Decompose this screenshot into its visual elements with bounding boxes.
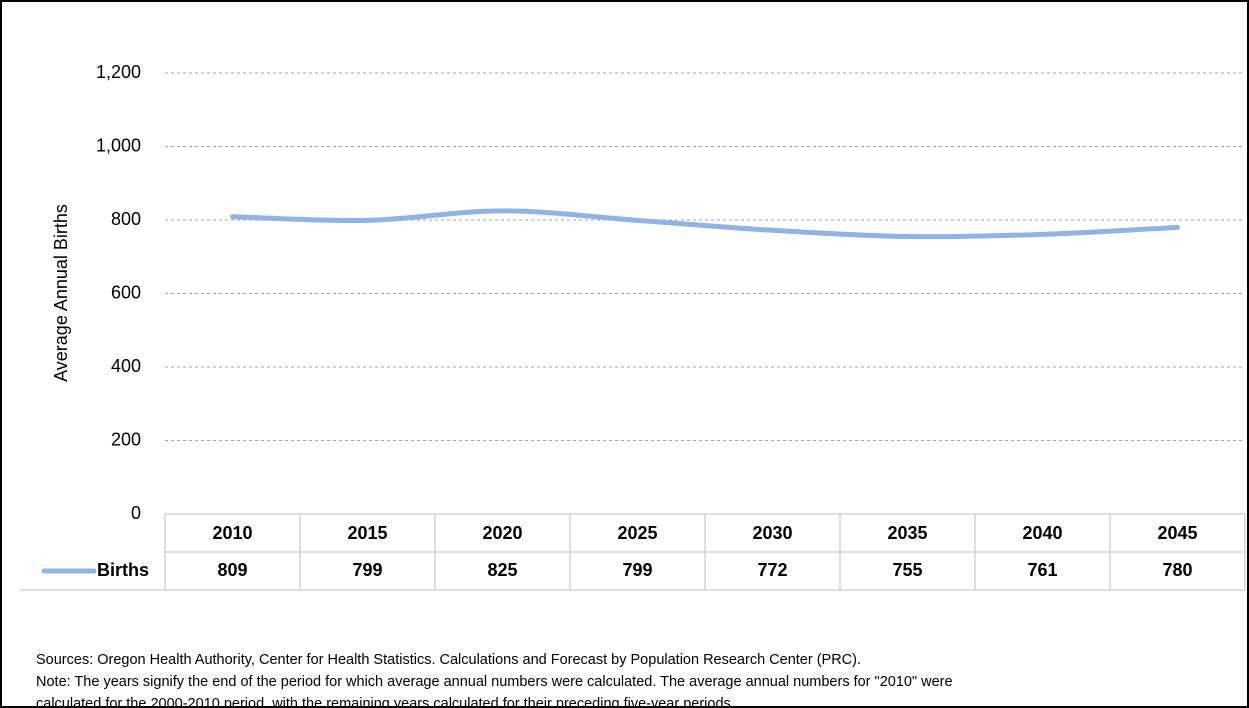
y-axis-title: Average Annual Births: [51, 204, 71, 382]
data-table-value: 755: [892, 560, 922, 580]
legend-label: Births: [97, 560, 149, 580]
x-tick-label: 2015: [347, 523, 387, 543]
y-tick-label: 1,000: [96, 135, 141, 155]
y-tick-label: 800: [111, 209, 141, 229]
y-tick-label: 200: [111, 429, 141, 449]
y-tick-label: 600: [111, 282, 141, 302]
x-tick-label: 2025: [617, 523, 657, 543]
x-tick-label: 2030: [752, 523, 792, 543]
footnote: calculated for the 2000-2010 period, wit…: [36, 696, 735, 708]
data-table-value: 780: [1162, 560, 1192, 580]
x-tick-label: 2040: [1022, 523, 1062, 543]
line: [230, 208, 1180, 240]
footnote: Sources: Oregon Health Authority, Center…: [36, 652, 861, 668]
x-tick-label: 2035: [887, 523, 927, 543]
x-tick-label: 2045: [1157, 523, 1197, 543]
data-table-value: 799: [622, 560, 652, 580]
data-table-value: 825: [487, 560, 517, 580]
data-table-value: 761: [1027, 560, 1057, 580]
y-tick-label: 0: [131, 503, 141, 523]
y-tick-label: 1,200: [96, 62, 141, 82]
x-tick-label: 2010: [212, 523, 252, 543]
data-table-value: 799: [352, 560, 382, 580]
footnote: Note: The years signify the end of the p…: [36, 674, 953, 690]
data-table-value: 809: [217, 560, 247, 580]
x-tick-label: 2020: [482, 523, 522, 543]
y-tick-label: 400: [111, 356, 141, 376]
data-table-value: 772: [757, 560, 787, 580]
